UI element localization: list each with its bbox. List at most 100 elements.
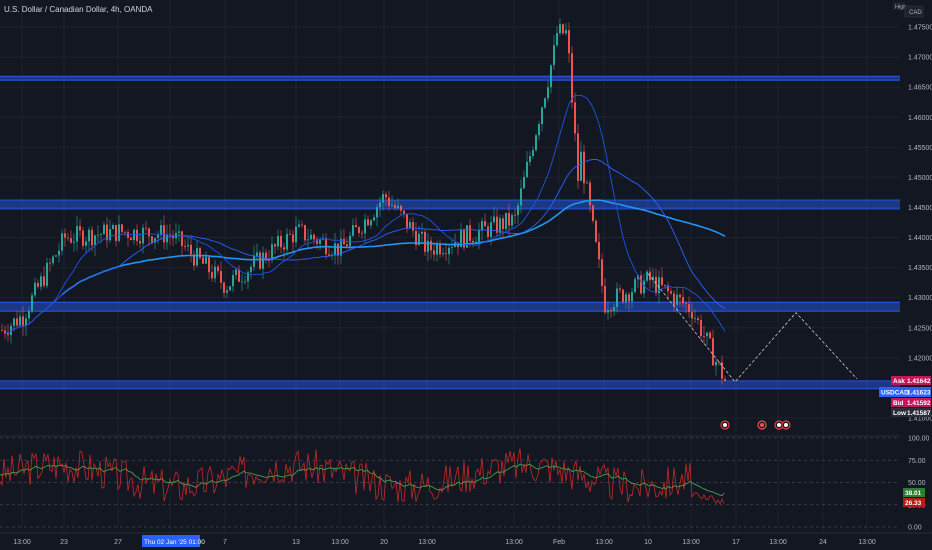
price-tick-label: 1.46000 [908, 115, 932, 122]
candle-body [271, 244, 273, 261]
candle-body [307, 239, 309, 241]
crosshair-time-label: Thu 02 Jan '25 01:00 [144, 539, 205, 546]
chart-grid [0, 0, 900, 533]
price-tick-label: 1.43000 [908, 295, 932, 302]
candle-body [79, 226, 81, 231]
candle-body [85, 241, 87, 246]
candle-body [484, 221, 486, 227]
candle-body [109, 229, 111, 241]
candle-body [550, 65, 552, 88]
candle-body [139, 241, 141, 244]
candle-body [313, 234, 315, 240]
candle-body [31, 295, 33, 312]
candle-body [442, 253, 444, 255]
candle-body [661, 277, 663, 285]
candle-body [76, 226, 78, 242]
candle-body [355, 225, 357, 228]
candle-body [268, 260, 270, 261]
candle-body [178, 231, 180, 233]
time-axis-label: 17 [732, 539, 740, 546]
price-axis[interactable] [900, 0, 932, 550]
price-tick-label: 1.41000 [908, 415, 932, 422]
price-tick-label: 1.45000 [908, 175, 932, 182]
candle-body [622, 289, 624, 303]
candle-body [391, 205, 393, 206]
price-tick-label: 1.47000 [908, 55, 932, 62]
candle-body [13, 318, 15, 326]
flag-icon[interactable] [781, 420, 791, 430]
candle-body [145, 227, 147, 229]
candle-body [289, 233, 291, 235]
candle-body [148, 228, 150, 237]
event-icons[interactable] [720, 420, 791, 430]
candle-body [556, 33, 558, 46]
candle-body [631, 292, 633, 302]
candle-body [685, 303, 687, 305]
candle-body [658, 277, 660, 294]
ask-price-tag: Ask 1.41642 [891, 376, 931, 385]
candle-body [625, 294, 627, 303]
bid-price-tag: Bid 1.41592 [891, 398, 931, 407]
flag-icon[interactable] [774, 420, 784, 430]
price-tick-label: 1.42000 [908, 355, 932, 362]
candle-body [142, 227, 144, 244]
dividend-icon[interactable] [757, 420, 767, 430]
zone-band[interactable] [0, 380, 900, 389]
candle-body [385, 194, 387, 198]
candle-body [367, 219, 369, 226]
candle-body [208, 257, 210, 273]
candle-body [163, 225, 165, 243]
low-tag-value: 1.41587 [907, 410, 931, 417]
zone-band[interactable] [0, 302, 900, 312]
flag-icon[interactable] [720, 420, 730, 430]
time-axis-label: 13:00 [13, 539, 31, 546]
candle-body [562, 24, 564, 34]
candle-body [37, 282, 39, 287]
candle-body [586, 182, 588, 184]
candle-body [604, 285, 606, 313]
last-price-tag: USDCAD 1.41623 [879, 387, 931, 397]
osc-red-tag-value: 26.33 [905, 500, 922, 507]
candle-body [310, 234, 312, 240]
candle-body [424, 231, 426, 252]
projection-path[interactable] [647, 273, 858, 383]
candle-body [205, 257, 207, 264]
candle-body [130, 237, 132, 241]
candle-body [244, 281, 246, 283]
candle-body [439, 244, 441, 255]
candle-body [607, 309, 609, 313]
candle-body [70, 238, 72, 243]
candle-body [532, 150, 534, 157]
candle-body [694, 318, 696, 320]
zone-band[interactable] [0, 199, 900, 209]
candle-body [214, 266, 216, 279]
candle-body [469, 225, 471, 241]
moving-average-fast [4, 94, 726, 334]
candle-body [517, 205, 519, 216]
zone-band[interactable] [0, 76, 900, 81]
moving-average-slow [61, 199, 726, 296]
candle-body [628, 294, 630, 302]
currency-badge[interactable] [904, 5, 924, 18]
candle-body [103, 224, 105, 235]
candle-body [565, 30, 567, 34]
high-toggle[interactable] [893, 2, 905, 10]
candle-body [718, 361, 720, 363]
candle-body [193, 254, 195, 266]
time-axis-label: Feb [553, 539, 565, 546]
candle-body [190, 244, 192, 255]
candle-body [418, 233, 420, 245]
bid-tag-value: 1.41592 [907, 400, 931, 407]
candle-body [250, 266, 252, 273]
candle-body [199, 248, 201, 258]
candle-body [451, 246, 453, 248]
candle-body [415, 230, 417, 245]
time-axis[interactable]: 13:00 23 27 Thu 02 Jan '25 01:00 7 13 13:00 20 1… [13, 535, 876, 547]
time-axis-label: 23 [60, 539, 68, 546]
candle-body [1, 330, 3, 331]
candle-body [634, 279, 636, 293]
candle-body [526, 161, 528, 177]
candlestick-series[interactable] [1, 18, 726, 385]
candle-body [463, 230, 465, 248]
